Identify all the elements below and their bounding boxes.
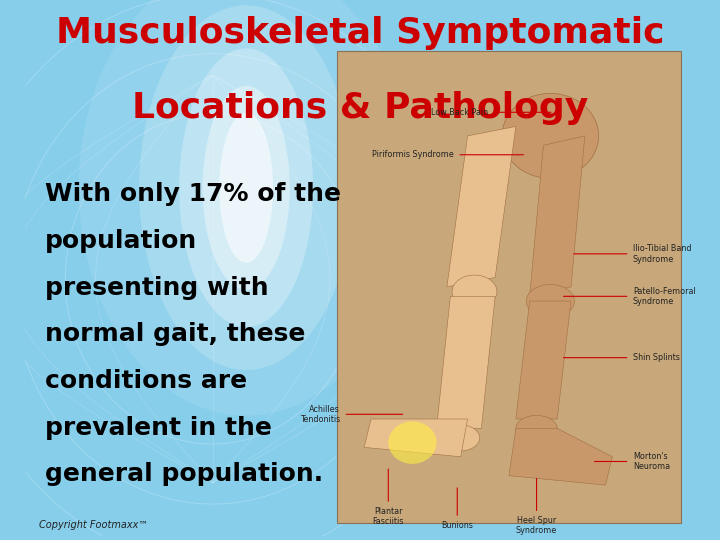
Ellipse shape (78, 0, 413, 416)
Ellipse shape (179, 48, 313, 327)
Text: Locations & Pathology: Locations & Pathology (132, 91, 588, 125)
Text: Patello-Femoral
Syndrome: Patello-Femoral Syndrome (633, 287, 696, 306)
Text: With only 17% of the: With only 17% of the (45, 183, 341, 206)
Text: Copyright Footmaxx™: Copyright Footmaxx™ (39, 520, 148, 530)
Ellipse shape (202, 86, 289, 289)
Ellipse shape (452, 275, 497, 308)
Ellipse shape (220, 113, 273, 263)
Text: population: population (45, 229, 197, 253)
FancyBboxPatch shape (336, 51, 681, 523)
Text: Bunions: Bunions (441, 521, 473, 530)
Text: general population.: general population. (45, 462, 323, 486)
Ellipse shape (526, 285, 575, 318)
Text: Musculoskeletal Symptomatic: Musculoskeletal Symptomatic (55, 16, 665, 50)
Polygon shape (436, 296, 495, 428)
Ellipse shape (139, 5, 354, 370)
Polygon shape (447, 126, 516, 287)
Text: Achilles
Tendonitis: Achilles Tendonitis (300, 404, 340, 424)
Polygon shape (516, 301, 571, 419)
Ellipse shape (388, 421, 436, 464)
Text: Ilio-Tibial Band
Syndrome: Ilio-Tibial Band Syndrome (633, 244, 691, 264)
Ellipse shape (502, 93, 598, 178)
Text: normal gait, these: normal gait, these (45, 322, 306, 346)
Text: Heel Spur
Syndrome: Heel Spur Syndrome (516, 516, 557, 536)
Ellipse shape (516, 415, 557, 441)
Text: presenting with: presenting with (45, 275, 269, 300)
Ellipse shape (442, 425, 480, 451)
Text: prevalent in the: prevalent in the (45, 416, 272, 440)
Polygon shape (509, 428, 613, 485)
Text: Low Back Pain: Low Back Pain (431, 108, 488, 117)
Polygon shape (530, 136, 585, 296)
Polygon shape (364, 419, 467, 457)
Text: Piriformis Syndrome: Piriformis Syndrome (372, 150, 454, 159)
Text: conditions are: conditions are (45, 369, 248, 393)
Text: Morton's
Neuroma: Morton's Neuroma (633, 452, 670, 471)
Text: Shin Splints: Shin Splints (633, 353, 680, 362)
Text: Plantar
Fasciitis: Plantar Fasciitis (372, 507, 404, 526)
